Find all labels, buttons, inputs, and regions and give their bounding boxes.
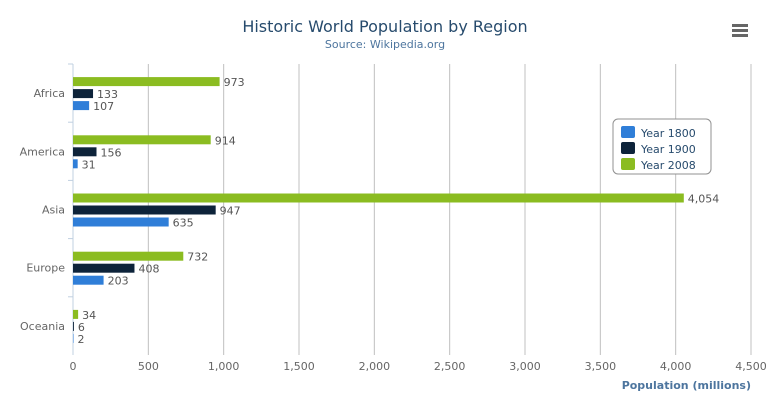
chart-title: Historic World Population by Region [242, 17, 527, 36]
bar [73, 251, 184, 261]
legend-swatch [621, 126, 635, 138]
legend-item[interactable]: Year 1800 [640, 127, 696, 140]
bar [73, 147, 97, 157]
bar [73, 101, 90, 111]
bar [73, 321, 74, 331]
bar [73, 77, 220, 87]
x-tick-label: 0 [70, 360, 77, 373]
bar [73, 135, 211, 145]
data-label: 203 [108, 275, 129, 288]
x-tick-label: 1,000 [208, 360, 240, 373]
bar [73, 263, 135, 273]
category-label: Oceania [20, 320, 65, 333]
legend-box [612, 118, 712, 175]
x-tick-label: 1,500 [283, 360, 315, 373]
bar [73, 217, 169, 227]
bar [73, 309, 79, 319]
data-label: 947 [220, 205, 241, 218]
legend-item[interactable]: Year 1900 [640, 143, 696, 156]
data-label: 31 [82, 158, 96, 171]
bar [73, 159, 78, 169]
bar [73, 89, 94, 99]
x-tick-label: 2,000 [359, 360, 391, 373]
x-tick-label: 500 [138, 360, 159, 373]
chart-subtitle: Source: Wikipedia.org [325, 38, 445, 51]
category-label: America [20, 145, 65, 158]
data-label: 973 [224, 76, 245, 89]
bar [73, 333, 74, 343]
category-label: Africa [34, 87, 65, 100]
x-tick-label: 3,000 [509, 360, 541, 373]
x-tick-label: 4,000 [660, 360, 692, 373]
legend-item[interactable]: Year 2008 [640, 159, 696, 172]
data-label: 2 [78, 333, 85, 346]
hamburger-menu-icon[interactable] [726, 17, 754, 41]
legend-swatch [621, 142, 635, 154]
bar [73, 205, 216, 215]
bar [73, 193, 684, 203]
legend: Year 1800 Year 1900 Year 2008 [612, 118, 712, 175]
bar [73, 275, 104, 285]
data-label: 408 [138, 263, 159, 276]
data-label: 133 [97, 88, 118, 101]
data-label: 732 [187, 251, 208, 264]
x-tick-label: 4,500 [735, 360, 767, 373]
data-label: 6 [78, 321, 85, 334]
data-label: 914 [215, 134, 236, 147]
x-tick-label: 3,500 [585, 360, 617, 373]
data-label: 156 [101, 146, 122, 159]
legend-swatch [621, 158, 635, 170]
category-label: Europe [26, 262, 65, 275]
value-axis-title: Population (millions) [622, 379, 751, 392]
data-label: 107 [93, 100, 114, 113]
x-tick-label: 2,500 [434, 360, 466, 373]
data-label: 34 [82, 309, 96, 322]
data-label: 635 [173, 217, 194, 230]
category-label: Asia [42, 204, 65, 217]
data-label: 4,054 [688, 193, 720, 206]
